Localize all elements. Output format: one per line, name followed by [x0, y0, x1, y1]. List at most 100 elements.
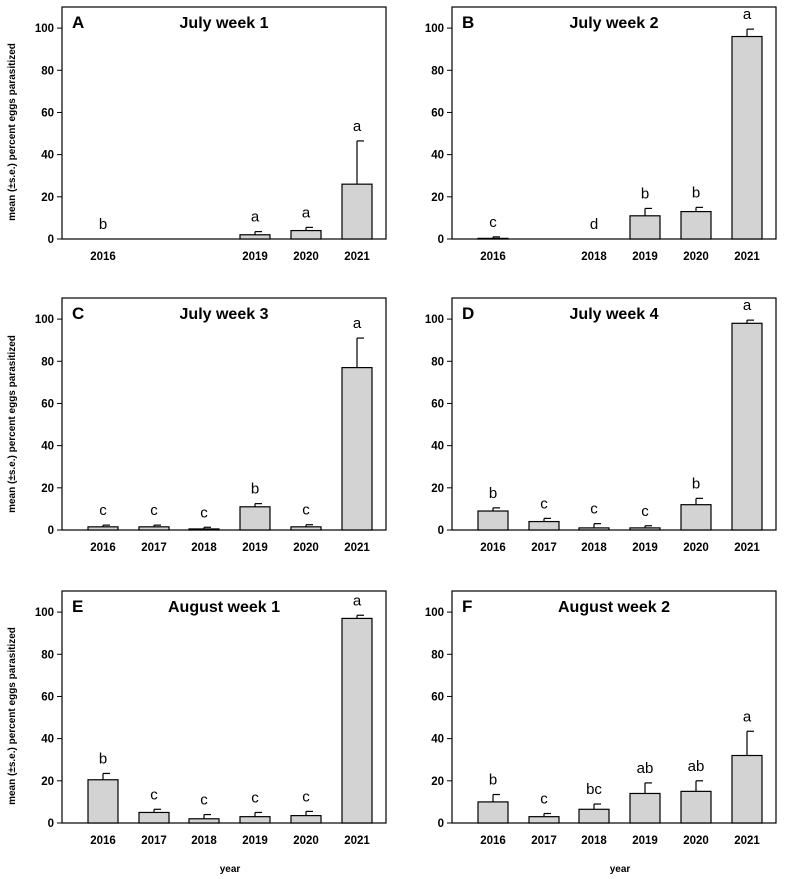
bar [477, 237, 509, 240]
x-tick-label: 2021 [344, 835, 370, 847]
y-tick-label: 60 [41, 398, 54, 410]
panel-title: July week 3 [180, 306, 269, 323]
x-tick-label: 2021 [344, 542, 370, 554]
bar [629, 792, 661, 824]
bar [477, 801, 509, 824]
y-tick-label: 0 [438, 525, 444, 537]
x-axis-label: year [610, 864, 631, 875]
x-tick-label: 2021 [734, 542, 760, 554]
significance-letter: a [353, 315, 362, 332]
bar [290, 815, 322, 824]
panel-letter: D [462, 304, 474, 323]
y-tick-label: 60 [431, 398, 444, 410]
y-tick-label: 60 [431, 107, 444, 119]
plot-frame [451, 6, 777, 240]
y-tick-label: 80 [431, 356, 444, 368]
y-tick-label: 0 [48, 818, 54, 830]
significance-letter: a [743, 708, 752, 725]
significance-letter: c [200, 792, 208, 809]
panel-letter: F [462, 597, 472, 616]
x-tick-label: 2016 [90, 835, 116, 847]
bar [680, 210, 712, 240]
y-tick-label: 60 [41, 691, 54, 703]
bar [290, 526, 322, 531]
bar [341, 367, 373, 531]
significance-letter: c [150, 502, 158, 519]
significance-letter: b [641, 185, 649, 202]
panel-d: 0 20 40 60 80 100 D July week 4 2016 b 2017 c 2018 c 2… [425, 297, 777, 554]
y-tick-label: 80 [41, 356, 54, 368]
x-tick-label: 2016 [480, 251, 506, 263]
y-tick-label: 20 [431, 776, 444, 788]
y-tick-label: 20 [41, 192, 54, 204]
x-tick-label: 2020 [683, 835, 709, 847]
bar [188, 528, 220, 531]
significance-letter: a [353, 118, 362, 135]
significance-letter: c [489, 214, 497, 231]
x-tick-label: 2020 [683, 542, 709, 554]
bar [87, 526, 119, 531]
x-tick-label: 2018 [191, 542, 217, 554]
y-tick-label: 100 [35, 23, 54, 35]
y-tick-label: 20 [41, 776, 54, 788]
significance-letter: c [302, 788, 310, 805]
plot-frame [451, 590, 777, 824]
significance-letter: c [540, 791, 548, 808]
panel-a: 0 20 40 60 80 100 A July week 1 2016 b 2019 a 2020 a 2… [35, 6, 387, 263]
panel-e: 0 20 40 60 80 100 E August week 1 2016 b 2017 c 2018… [35, 590, 387, 847]
panel-title: July week 2 [570, 15, 659, 32]
y-axis-label: mean (±s.e.) percent eggs parasitized [7, 43, 18, 221]
x-tick-label: 2017 [141, 542, 167, 554]
plot-frame [451, 297, 777, 531]
bar [731, 322, 763, 531]
bar [239, 506, 271, 531]
bar [578, 808, 610, 824]
panel-f: 0 20 40 60 80 100 F August week 2 2016 b 2017 c 2018… [425, 590, 777, 847]
y-tick-label: 40 [431, 150, 444, 162]
y-tick-label: 60 [41, 107, 54, 119]
y-tick-label: 80 [41, 649, 54, 661]
y-tick-label: 100 [425, 607, 444, 619]
x-tick-label: 2018 [581, 251, 607, 263]
panel-letter: E [72, 597, 83, 616]
bar [239, 816, 271, 824]
bar [477, 510, 509, 531]
plot-frame [61, 6, 387, 240]
panel-title: August week 1 [168, 599, 280, 616]
x-tick-label: 2017 [141, 835, 167, 847]
y-tick-label: 80 [431, 65, 444, 77]
significance-letter: b [489, 772, 497, 789]
y-tick-label: 0 [438, 818, 444, 830]
x-tick-label: 2019 [632, 542, 658, 554]
significance-letter: a [743, 6, 752, 23]
significance-letter: c [641, 503, 649, 520]
panel-title: July week 4 [570, 306, 659, 323]
plot-frame [61, 297, 387, 531]
bar [731, 754, 763, 824]
x-tick-label: 2018 [581, 835, 607, 847]
y-tick-label: 40 [431, 441, 444, 453]
bar [290, 229, 322, 240]
x-tick-label: 2020 [293, 542, 319, 554]
y-tick-label: 0 [438, 234, 444, 246]
y-tick-label: 0 [48, 525, 54, 537]
panel-letter: B [462, 13, 474, 32]
x-tick-label: 2018 [191, 835, 217, 847]
bar [528, 816, 560, 824]
panel-b: 0 20 40 60 80 100 B July week 2 2016 c 2018 d 2019 b 2… [425, 6, 777, 263]
bar [87, 779, 119, 824]
x-tick-label: 2017 [531, 835, 557, 847]
panel-letter: A [72, 13, 84, 32]
y-tick-label: 40 [41, 441, 54, 453]
significance-letter: bc [586, 781, 602, 798]
x-tick-label: 2019 [632, 835, 658, 847]
y-tick-label: 40 [41, 734, 54, 746]
y-tick-label: 100 [425, 23, 444, 35]
significance-letter: ab [688, 758, 705, 775]
y-tick-label: 80 [41, 65, 54, 77]
bar [629, 215, 661, 240]
x-tick-label: 2016 [480, 835, 506, 847]
significance-letter: ab [637, 760, 654, 777]
